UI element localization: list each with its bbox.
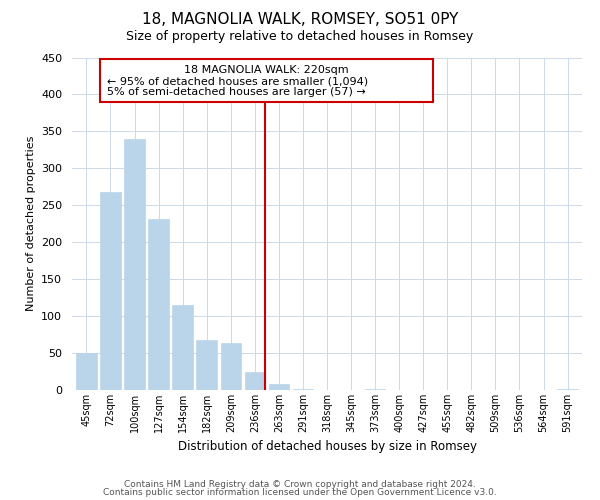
Y-axis label: Number of detached properties: Number of detached properties: [26, 136, 35, 312]
Text: Size of property relative to detached houses in Romsey: Size of property relative to detached ho…: [127, 30, 473, 43]
Bar: [124, 139, 145, 390]
Bar: [148, 218, 169, 390]
Text: 18 MAGNOLIA WALK: 220sqm: 18 MAGNOLIA WALK: 220sqm: [184, 65, 349, 75]
Bar: [172, 305, 193, 390]
Bar: [196, 340, 217, 390]
Bar: [76, 353, 97, 390]
Bar: [245, 372, 265, 390]
Bar: [269, 384, 289, 390]
Text: Contains public sector information licensed under the Open Government Licence v3: Contains public sector information licen…: [103, 488, 497, 497]
Text: 5% of semi-detached houses are larger (57) →: 5% of semi-detached houses are larger (5…: [107, 87, 365, 97]
Bar: [221, 344, 241, 390]
Bar: [557, 388, 578, 390]
Text: ← 95% of detached houses are smaller (1,094): ← 95% of detached houses are smaller (1,…: [107, 76, 368, 86]
X-axis label: Distribution of detached houses by size in Romsey: Distribution of detached houses by size …: [178, 440, 476, 454]
Text: Contains HM Land Registry data © Crown copyright and database right 2024.: Contains HM Land Registry data © Crown c…: [124, 480, 476, 489]
Text: 18, MAGNOLIA WALK, ROMSEY, SO51 0PY: 18, MAGNOLIA WALK, ROMSEY, SO51 0PY: [142, 12, 458, 28]
Bar: [365, 388, 385, 390]
FancyBboxPatch shape: [100, 59, 433, 102]
Bar: [100, 192, 121, 390]
